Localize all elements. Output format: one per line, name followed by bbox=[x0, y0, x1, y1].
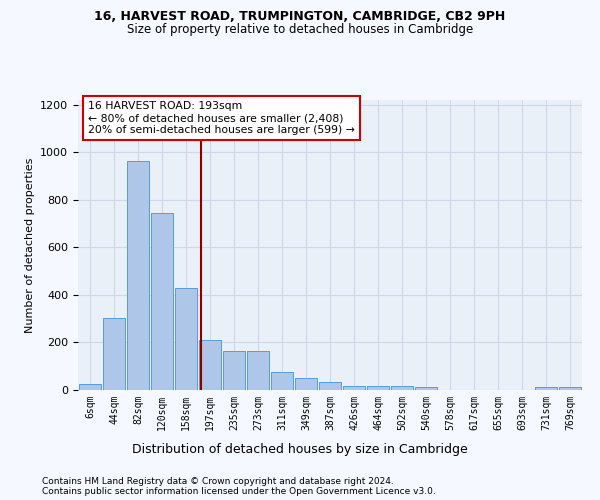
Bar bbox=[367, 386, 389, 390]
Bar bbox=[247, 351, 269, 390]
Y-axis label: Number of detached properties: Number of detached properties bbox=[25, 158, 35, 332]
Text: Size of property relative to detached houses in Cambridge: Size of property relative to detached ho… bbox=[127, 22, 473, 36]
Bar bbox=[175, 288, 197, 390]
Bar bbox=[199, 340, 221, 390]
Bar bbox=[535, 387, 557, 390]
Bar bbox=[271, 372, 293, 390]
Text: 16 HARVEST ROAD: 193sqm
← 80% of detached houses are smaller (2,408)
20% of semi: 16 HARVEST ROAD: 193sqm ← 80% of detache… bbox=[88, 102, 355, 134]
Bar bbox=[343, 386, 365, 390]
Bar bbox=[391, 386, 413, 390]
Text: Distribution of detached houses by size in Cambridge: Distribution of detached houses by size … bbox=[132, 442, 468, 456]
Bar bbox=[415, 386, 437, 390]
Bar bbox=[319, 382, 341, 390]
Bar bbox=[127, 160, 149, 390]
Bar bbox=[79, 384, 101, 390]
Text: 16, HARVEST ROAD, TRUMPINGTON, CAMBRIDGE, CB2 9PH: 16, HARVEST ROAD, TRUMPINGTON, CAMBRIDGE… bbox=[94, 10, 506, 23]
Bar bbox=[151, 213, 173, 390]
Text: Contains HM Land Registry data © Crown copyright and database right 2024.: Contains HM Land Registry data © Crown c… bbox=[42, 478, 394, 486]
Bar bbox=[223, 351, 245, 390]
Text: Contains public sector information licensed under the Open Government Licence v3: Contains public sector information licen… bbox=[42, 488, 436, 496]
Bar bbox=[295, 378, 317, 390]
Bar bbox=[559, 386, 581, 390]
Bar bbox=[103, 318, 125, 390]
